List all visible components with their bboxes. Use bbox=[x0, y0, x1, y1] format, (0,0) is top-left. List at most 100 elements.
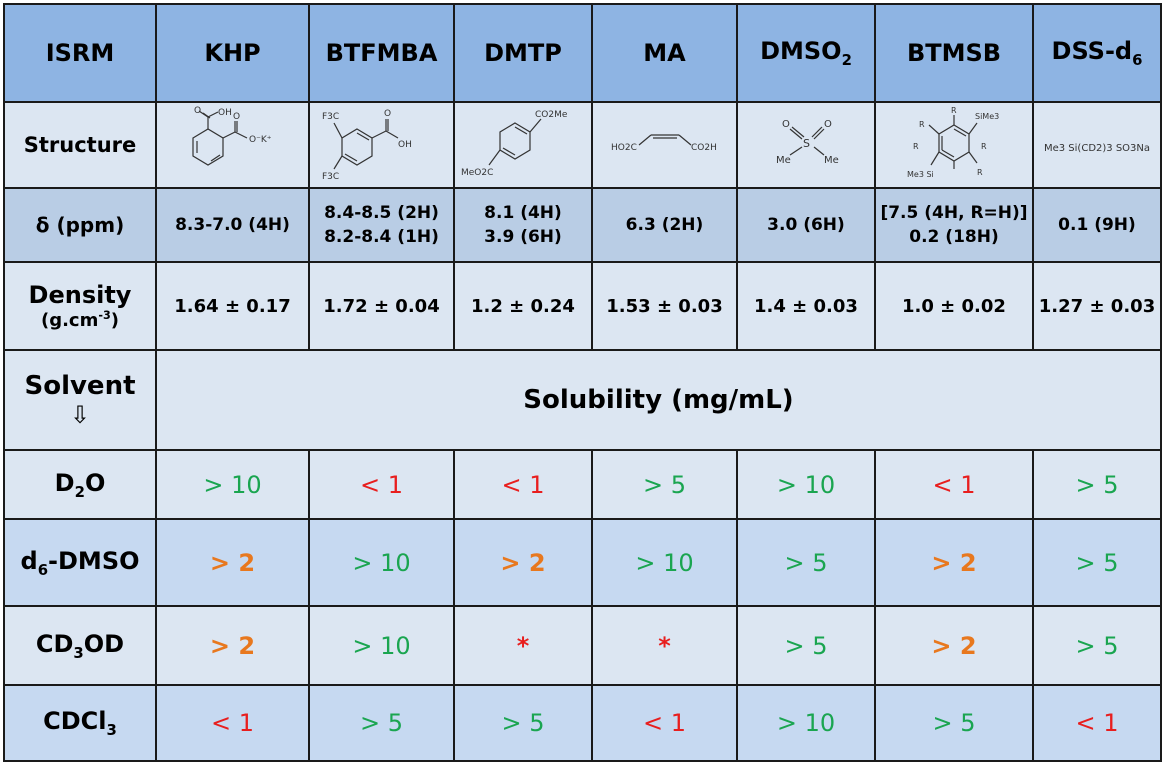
dss-formula: Me3 Si(CD2)3 SO3Na bbox=[1043, 142, 1151, 154]
header-row: ISRM KHP BTFMBA DMTP MA DMSO2 BTMSB DSS-… bbox=[3, 3, 1162, 103]
btmsb-r3: R bbox=[913, 142, 919, 151]
dmtp-solubility: < 1 bbox=[453, 449, 593, 520]
btfmba-solubility: > 5 bbox=[308, 684, 455, 762]
svg-text:O: O bbox=[384, 109, 391, 119]
dmtp-solubility: > 5 bbox=[453, 684, 593, 762]
btmsb-density: 1.0 ± 0.02 bbox=[874, 261, 1034, 351]
down-arrow-icon: ⇩ bbox=[69, 401, 91, 429]
svg-text:O: O bbox=[782, 119, 790, 130]
btfmba-f3c-top: F3C bbox=[322, 112, 339, 122]
solvent-name: CD3OD bbox=[3, 605, 157, 686]
dmso2-shift: 3.0 (6H) bbox=[736, 187, 876, 263]
dmtp-solubility: * bbox=[453, 605, 593, 686]
solvent-row-d2o: D2O > 10 < 1 < 1 > 5 > 10 < 1 > 5 bbox=[3, 449, 1162, 520]
ma-shift: 6.3 (2H) bbox=[591, 187, 738, 263]
btmsb-structure: SiMe3 R R R R R Me3 Si bbox=[874, 101, 1034, 189]
dss-solubility: < 1 bbox=[1032, 684, 1162, 762]
dmso2-structure-drawing: O O S Me Me bbox=[776, 119, 839, 166]
btfmba-shift: 8.4-8.5 (2H) 8.2-8.4 (1H) bbox=[308, 187, 455, 263]
khp-solubility: < 1 bbox=[155, 684, 310, 762]
svg-text:O: O bbox=[194, 106, 201, 116]
btmsb-r5: R bbox=[977, 168, 983, 177]
btmsb-solubility: > 2 bbox=[874, 605, 1034, 686]
density-title: Density bbox=[28, 281, 132, 309]
solvent-name: D2O bbox=[3, 449, 157, 520]
solvent-name: CDCl3 bbox=[3, 684, 157, 762]
btfmba-structure-drawing: F3C F3C O OH bbox=[322, 109, 412, 182]
structure-label: Structure bbox=[3, 101, 157, 189]
dmtp-density: 1.2 ± 0.24 bbox=[453, 261, 593, 351]
khp-solubility: > 10 bbox=[155, 449, 310, 520]
solvent-row-cdcl3: CDCl3 < 1 > 5 > 5 < 1 > 10 > 5 < 1 bbox=[3, 684, 1162, 762]
dmso2-solubility: > 5 bbox=[736, 605, 876, 686]
solubility-title: Solubility (mg/mL) bbox=[155, 349, 1162, 451]
svg-text:O: O bbox=[233, 112, 240, 122]
ma-structure-drawing: HO2C CO2H bbox=[611, 134, 717, 153]
dmtp-bottom-label: MeO2C bbox=[461, 168, 493, 178]
ma-header: MA bbox=[591, 3, 738, 103]
khp-structure-drawing: O OH O O⁻K⁺ bbox=[191, 106, 272, 166]
dss-solubility: > 5 bbox=[1032, 518, 1162, 607]
solvent-row-cd3od: CD3OD > 2 > 10 * * > 5 > 2 > 5 bbox=[3, 605, 1162, 686]
khp-shift: 8.3-7.0 (4H) bbox=[155, 187, 310, 263]
btfmba-solubility: > 10 bbox=[308, 518, 455, 607]
isrm-header: ISRM bbox=[3, 3, 157, 103]
dss-solubility: > 5 bbox=[1032, 605, 1162, 686]
dmso2-me-right: Me bbox=[824, 155, 839, 166]
dss-density: 1.27 ± 0.03 bbox=[1032, 261, 1162, 351]
dmso2-solubility: > 10 bbox=[736, 449, 876, 520]
btmsb-sime3-label: SiMe3 bbox=[975, 112, 999, 121]
btfmba-solubility: > 10 bbox=[308, 605, 455, 686]
solvent-label-cell: Solvent ⇩ bbox=[3, 349, 157, 451]
btmsb-r2: R bbox=[919, 120, 925, 129]
khp-solubility: > 2 bbox=[155, 605, 310, 686]
ma-solubility: > 10 bbox=[591, 518, 738, 607]
dmso2-solubility: > 10 bbox=[736, 684, 876, 762]
solvent-name: d6-DMSO bbox=[3, 518, 157, 607]
btfmba-solubility: < 1 bbox=[308, 449, 455, 520]
btmsb-solubility: < 1 bbox=[874, 449, 1034, 520]
khp-ok-label: O⁻K⁺ bbox=[249, 135, 272, 145]
ma-solubility: < 1 bbox=[591, 684, 738, 762]
khp-structure: O OH O O⁻K⁺ bbox=[155, 101, 310, 189]
dss-header: DSS-d6 bbox=[1032, 3, 1162, 103]
ma-density: 1.53 ± 0.03 bbox=[591, 261, 738, 351]
btmsb-structure-drawing: SiMe3 R R R R R Me3 Si bbox=[907, 106, 999, 179]
dmtp-structure-drawing: CO2Me MeO2C bbox=[461, 110, 568, 178]
btmsb-solubility: > 5 bbox=[874, 684, 1034, 762]
btmsb-solubility: > 2 bbox=[874, 518, 1034, 607]
btmsb-me3si-label: Me3 Si bbox=[907, 170, 934, 179]
btfmba-f3c-bottom: F3C bbox=[322, 172, 339, 182]
structure-row: Structure O OH O O⁻K⁺ bbox=[3, 101, 1162, 189]
khp-density: 1.64 ± 0.17 bbox=[155, 261, 310, 351]
khp-header: KHP bbox=[155, 3, 310, 103]
dmtp-header: DMTP bbox=[453, 3, 593, 103]
density-label: Density (g.cm-3) bbox=[3, 261, 157, 351]
btmsb-r4: R bbox=[981, 142, 987, 151]
dmtp-top-label: CO2Me bbox=[535, 110, 568, 120]
density-unit: (g.cm-3) bbox=[40, 309, 119, 331]
dss-shift: 0.1 (9H) bbox=[1032, 187, 1162, 263]
solvent-header-row: Solvent ⇩ Solubility (mg/mL) bbox=[3, 349, 1162, 451]
ma-structure: HO2C CO2H bbox=[591, 101, 738, 189]
khp-solubility: > 2 bbox=[155, 518, 310, 607]
khp-oh-label: OH bbox=[218, 108, 232, 118]
svg-text:O: O bbox=[824, 119, 832, 130]
solvent-label: Solvent bbox=[24, 371, 136, 401]
dmso2-me-left: Me bbox=[776, 155, 791, 166]
btfmba-density: 1.72 ± 0.04 bbox=[308, 261, 455, 351]
dmtp-solubility: > 2 bbox=[453, 518, 593, 607]
ma-right-label: CO2H bbox=[691, 143, 717, 153]
svg-text:S: S bbox=[803, 137, 810, 150]
dmso2-solubility: > 5 bbox=[736, 518, 876, 607]
dmtp-shift: 8.1 (4H) 3.9 (6H) bbox=[453, 187, 593, 263]
dmso2-header: DMSO2 bbox=[736, 3, 876, 103]
ma-left-label: HO2C bbox=[611, 143, 637, 153]
dss-structure: Me3 Si(CD2)3 SO3Na bbox=[1032, 101, 1162, 189]
btfmba-header: BTFMBA bbox=[308, 3, 455, 103]
btfmba-oh-label: OH bbox=[398, 140, 412, 150]
btmsb-header: BTMSB bbox=[874, 3, 1034, 103]
ma-solubility: > 5 bbox=[591, 449, 738, 520]
shift-label: δ (ppm) bbox=[3, 187, 157, 263]
btfmba-structure: F3C F3C O OH bbox=[308, 101, 455, 189]
